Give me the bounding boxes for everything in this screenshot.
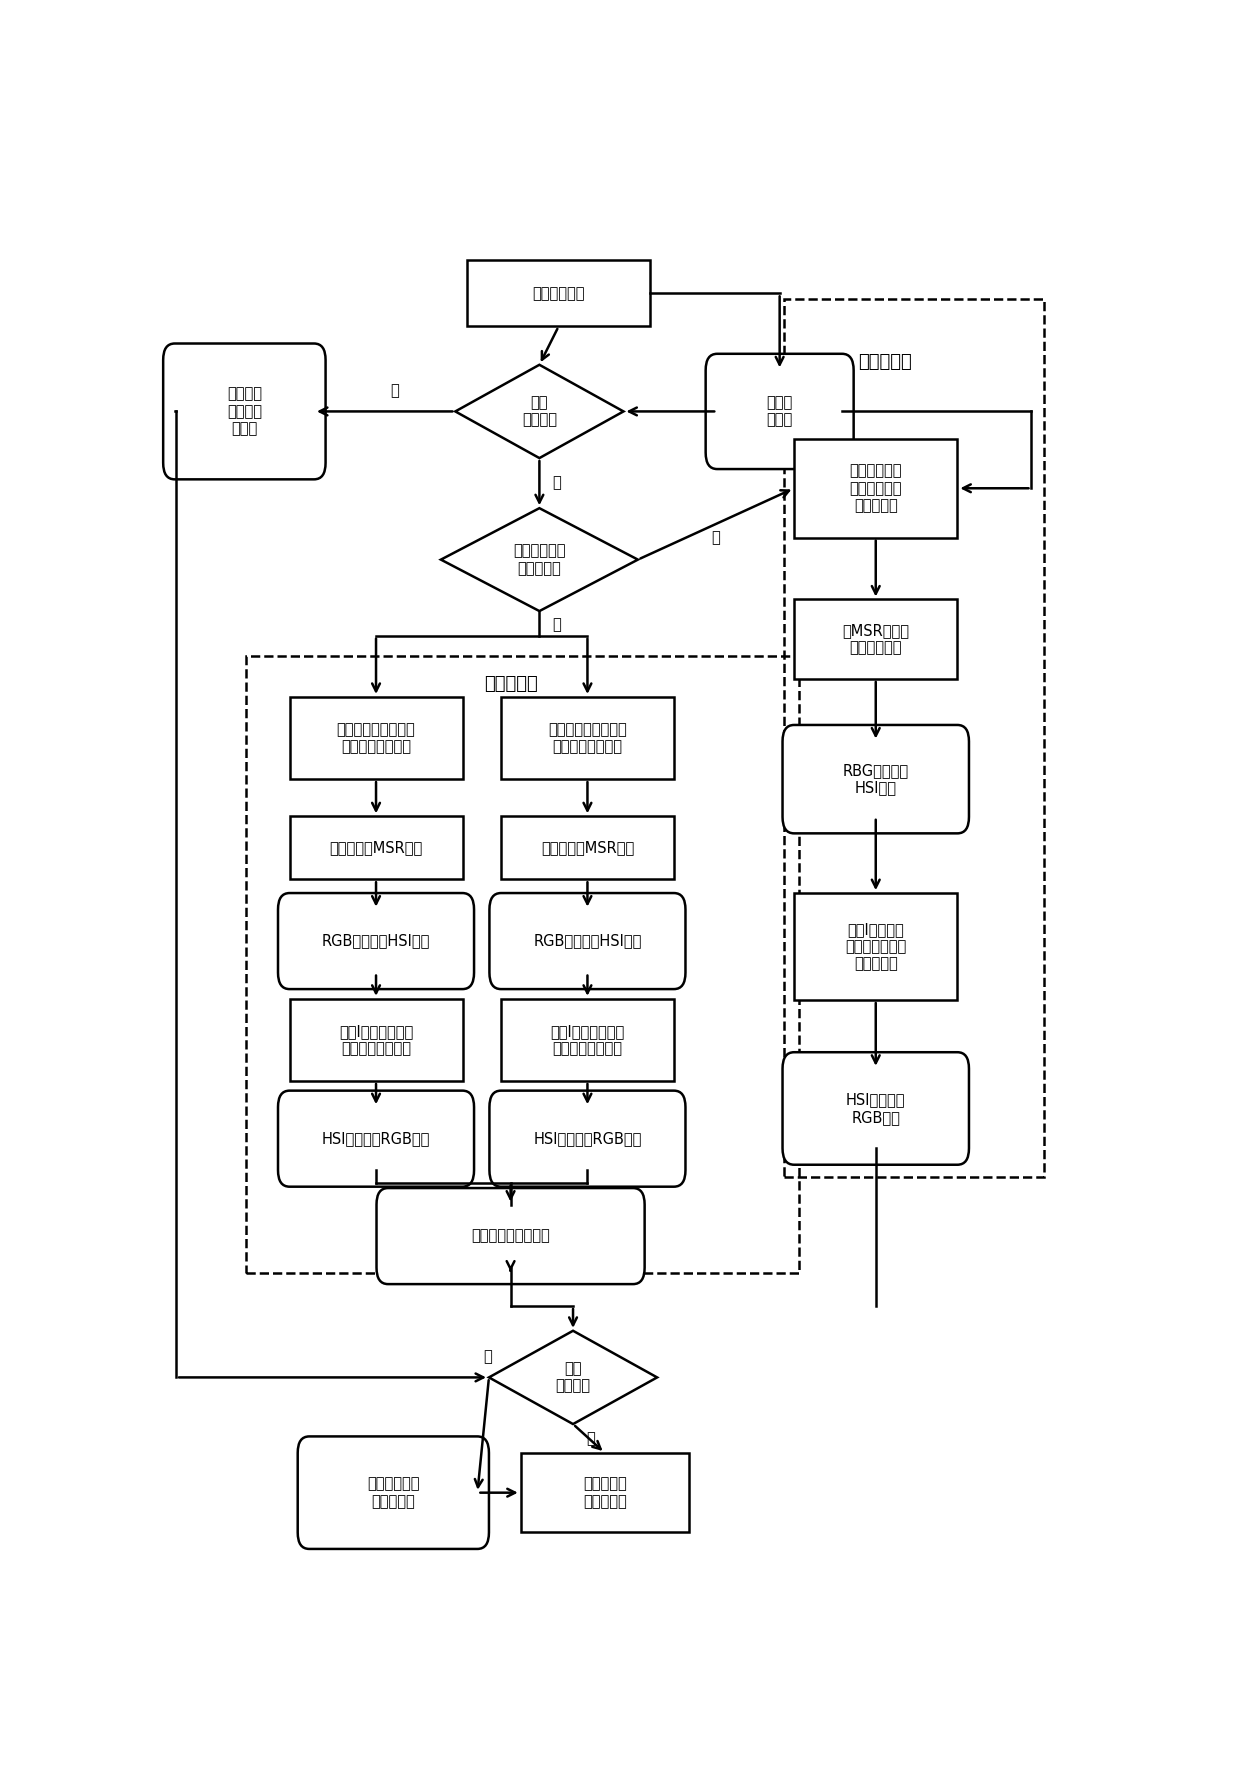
Polygon shape bbox=[489, 1331, 657, 1424]
FancyBboxPatch shape bbox=[521, 1452, 689, 1533]
Text: 是否
灰度图像: 是否 灰度图像 bbox=[522, 396, 557, 428]
Text: RGB图像转换HSI图像: RGB图像转换HSI图像 bbox=[533, 934, 641, 948]
FancyBboxPatch shape bbox=[794, 893, 957, 1000]
Text: 灰度图像
转换成彩
色图像: 灰度图像 转换成彩 色图像 bbox=[227, 387, 262, 437]
Text: 对图像进行MSR处理: 对图像进行MSR处理 bbox=[330, 841, 423, 855]
FancyBboxPatch shape bbox=[298, 1436, 489, 1549]
FancyBboxPatch shape bbox=[782, 1051, 968, 1165]
FancyBboxPatch shape bbox=[290, 816, 463, 879]
Text: 按第二种方式设置尺
度参数个数和数值: 按第二种方式设置尺 度参数个数和数值 bbox=[548, 722, 627, 754]
Text: 小波多尺度融合处理: 小波多尺度融合处理 bbox=[471, 1228, 551, 1244]
Text: 提取I分量图像
并进行局部直方
图增强处理: 提取I分量图像 并进行局部直方 图增强处理 bbox=[846, 921, 906, 971]
Text: 彩色图像转换
成灰度图像: 彩色图像转换 成灰度图像 bbox=[367, 1477, 419, 1509]
FancyBboxPatch shape bbox=[794, 438, 957, 538]
Text: 否: 否 bbox=[587, 1431, 595, 1445]
FancyBboxPatch shape bbox=[782, 725, 968, 834]
Text: HSI图像转换RGB图像: HSI图像转换RGB图像 bbox=[533, 1132, 641, 1146]
Text: RBG图像转换
HSI图像: RBG图像转换 HSI图像 bbox=[843, 763, 909, 795]
FancyBboxPatch shape bbox=[490, 1091, 686, 1187]
Text: 相关辅
助信息: 相关辅 助信息 bbox=[766, 396, 792, 428]
Text: 是: 是 bbox=[484, 1349, 492, 1365]
Text: HSI图像转换RGB图像: HSI图像转换RGB图像 bbox=[322, 1132, 430, 1146]
Text: 输入遥感图像: 输入遥感图像 bbox=[532, 285, 585, 301]
Polygon shape bbox=[455, 365, 624, 458]
Text: HSI图像转换
RGB图像: HSI图像转换 RGB图像 bbox=[846, 1092, 905, 1124]
Text: 是: 是 bbox=[389, 383, 399, 399]
FancyBboxPatch shape bbox=[290, 998, 463, 1082]
Text: 是: 是 bbox=[552, 617, 560, 633]
Text: 按第一种方式设置尺
度参数个数和数值: 按第一种方式设置尺 度参数个数和数值 bbox=[336, 722, 415, 754]
FancyBboxPatch shape bbox=[278, 1091, 474, 1187]
FancyBboxPatch shape bbox=[794, 599, 957, 679]
FancyBboxPatch shape bbox=[467, 260, 650, 326]
FancyBboxPatch shape bbox=[501, 816, 675, 879]
Text: 否: 否 bbox=[552, 476, 560, 490]
FancyBboxPatch shape bbox=[164, 344, 326, 479]
Text: 是否
灰度图像: 是否 灰度图像 bbox=[556, 1361, 590, 1394]
FancyBboxPatch shape bbox=[490, 893, 686, 989]
FancyBboxPatch shape bbox=[706, 355, 853, 469]
Text: 第一种方案: 第一种方案 bbox=[484, 675, 537, 693]
Polygon shape bbox=[441, 508, 637, 611]
Text: 提取I分量图像并进
行局部直方图处理: 提取I分量图像并进 行局部直方图处理 bbox=[551, 1023, 625, 1057]
FancyBboxPatch shape bbox=[501, 998, 675, 1082]
Text: 主要区域是否
为城镇区域: 主要区域是否 为城镇区域 bbox=[513, 544, 565, 576]
FancyBboxPatch shape bbox=[501, 697, 675, 779]
FancyBboxPatch shape bbox=[290, 697, 463, 779]
FancyBboxPatch shape bbox=[377, 1189, 645, 1285]
FancyBboxPatch shape bbox=[278, 893, 474, 989]
Text: 用MSR算法对
图像进行处理: 用MSR算法对 图像进行处理 bbox=[842, 624, 909, 656]
Text: RGB图像转换HSI图像: RGB图像转换HSI图像 bbox=[322, 934, 430, 948]
Text: 按第二种方式
设置尺度参数
个数和数值: 按第二种方式 设置尺度参数 个数和数值 bbox=[849, 463, 901, 513]
Text: 对图像进行MSR处理: 对图像进行MSR处理 bbox=[541, 841, 634, 855]
Text: 否: 否 bbox=[712, 531, 720, 545]
Text: 输出消除雾
霾后的图像: 输出消除雾 霾后的图像 bbox=[583, 1477, 626, 1509]
Text: 第二种方案: 第二种方案 bbox=[858, 353, 913, 371]
Text: 提取I分量图像并进
行局部直方图处理: 提取I分量图像并进 行局部直方图处理 bbox=[339, 1023, 413, 1057]
